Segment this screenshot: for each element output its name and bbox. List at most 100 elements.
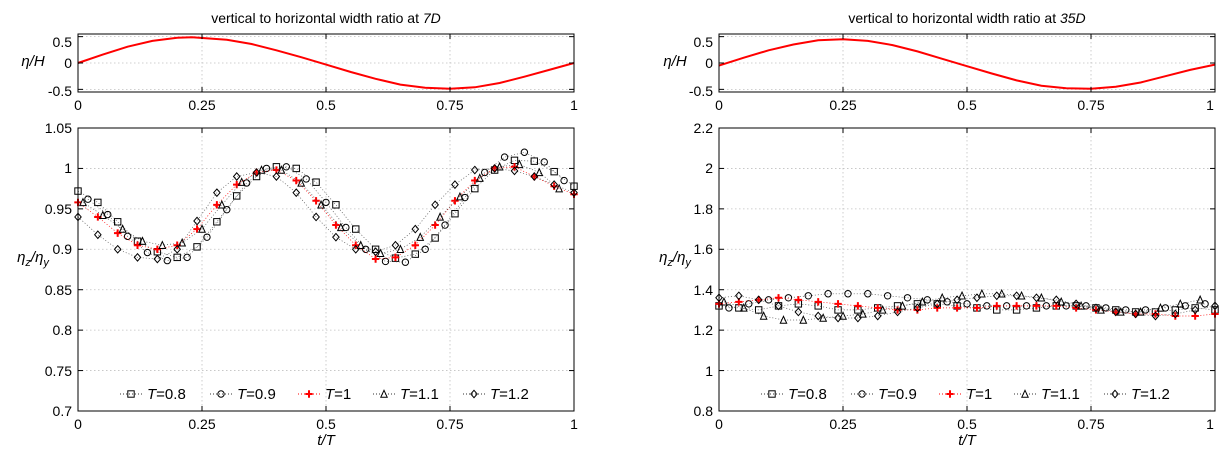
data-point xyxy=(133,252,142,262)
data-point xyxy=(163,256,171,265)
left-main-xlabel: t/T xyxy=(317,432,336,449)
data-point xyxy=(858,309,867,318)
data-point xyxy=(322,198,330,207)
right-legend: T=0.8 T=0.9 T=1 T=1.1 T=1.2 xyxy=(761,386,1170,403)
data-point xyxy=(953,295,961,305)
left-main-xtick-4: 1 xyxy=(570,416,578,432)
legend-label: T=1 xyxy=(966,386,992,403)
data-point xyxy=(451,197,459,205)
data-point xyxy=(158,240,167,249)
data-point xyxy=(401,258,410,266)
right-main-ytick-3: 1.6 xyxy=(694,241,714,257)
data-point xyxy=(441,221,449,229)
data-point xyxy=(997,288,1006,298)
data-point xyxy=(530,172,539,181)
data-point xyxy=(1141,306,1150,314)
right-main-xtick-3: 0.75 xyxy=(1077,416,1104,432)
left-top-ylabel: η/H xyxy=(21,53,44,70)
data-point xyxy=(1096,305,1105,314)
data-point xyxy=(396,244,405,253)
panel-left-title: vertical to horizontal width ratio at 7D xyxy=(211,10,441,26)
legend-marker xyxy=(470,389,478,399)
data-point xyxy=(739,303,748,312)
data-point xyxy=(1057,296,1066,306)
legend-marker xyxy=(305,390,313,398)
legend-label: T=0.9 xyxy=(237,386,276,403)
data-point xyxy=(719,296,728,306)
data-point xyxy=(262,164,271,173)
data-point xyxy=(938,292,947,302)
data-point xyxy=(754,296,763,304)
data-point xyxy=(98,210,107,220)
data-point xyxy=(745,300,753,308)
data-point xyxy=(854,302,862,310)
legend-marker xyxy=(858,390,866,398)
data-point xyxy=(223,205,231,214)
data-point xyxy=(759,311,768,320)
data-point xyxy=(1156,303,1165,312)
data-point xyxy=(953,304,961,312)
data-point xyxy=(779,315,788,324)
data-point xyxy=(1022,302,1031,310)
left-top-xtick-1: 0.25 xyxy=(188,97,215,113)
data-point xyxy=(874,304,882,312)
left-top-ytick-1: 0 xyxy=(64,55,72,71)
data-point xyxy=(292,164,300,173)
data-point xyxy=(113,244,122,254)
data-point xyxy=(173,253,181,262)
data-point xyxy=(272,172,281,181)
legend-marker xyxy=(1111,389,1119,399)
left-main-ylabel: ηz/ηy xyxy=(17,249,50,269)
data-point xyxy=(133,241,142,249)
left-legend: T=0.8 T=0.9 T=1 T=1.1 T=1.2 xyxy=(120,386,529,403)
data-point xyxy=(992,291,1001,301)
left-main-ytick-1: 1 xyxy=(64,160,72,176)
right-main-ytick-4: 1.4 xyxy=(694,282,714,298)
data-point xyxy=(725,304,733,312)
legend-marker xyxy=(946,390,954,398)
data-point xyxy=(893,306,902,314)
left-top-ytick-2: -0.5 xyxy=(48,83,72,99)
legend-marker xyxy=(1021,389,1029,398)
data-point xyxy=(844,290,852,298)
data-point xyxy=(277,165,286,174)
right-main-ylabel: ηz/ηy xyxy=(659,249,692,269)
data-point xyxy=(834,300,842,308)
right-main-ytick-7: 0.8 xyxy=(694,403,714,419)
right-main-ytick-5: 1.2 xyxy=(694,322,714,338)
left-main-ytick-6: 0.75 xyxy=(45,363,72,379)
left-top-xtick-2: 0.5 xyxy=(316,97,336,113)
right-main-ytick-2: 1.8 xyxy=(694,201,714,217)
data-point xyxy=(1102,304,1110,312)
panel-right-title: vertical to horizontal width ratio at 35… xyxy=(848,10,1085,26)
data-point xyxy=(1077,300,1086,310)
data-point xyxy=(297,178,306,187)
legend-label: T=1.2 xyxy=(1131,386,1170,403)
data-point xyxy=(213,188,221,198)
data-point xyxy=(1032,302,1041,310)
data-point xyxy=(1052,295,1061,305)
data-point xyxy=(411,224,420,234)
data-point xyxy=(193,225,201,233)
data-point xyxy=(371,247,380,257)
series-line-1 xyxy=(87,151,565,263)
legend-marker xyxy=(127,390,135,398)
data-point xyxy=(143,248,152,257)
right-top-xtick-3: 0.75 xyxy=(1077,97,1104,113)
data-point xyxy=(535,167,544,177)
data-point xyxy=(1032,293,1041,303)
data-point xyxy=(983,302,991,310)
left-top-xtick-3: 0.75 xyxy=(436,97,463,113)
data-point xyxy=(754,295,763,305)
left-main-ytick-4: 0.85 xyxy=(45,282,72,298)
data-point xyxy=(764,296,773,304)
right-top-ylabel: η/H xyxy=(663,53,686,70)
right-main-ytick-0: 2.2 xyxy=(694,120,714,136)
series-line xyxy=(718,38,1216,90)
data-point xyxy=(421,245,429,253)
data-point xyxy=(839,311,847,320)
legend-label: T=1.1 xyxy=(1041,386,1080,403)
legend-label: T=1.1 xyxy=(400,386,439,403)
data-point xyxy=(794,296,803,304)
